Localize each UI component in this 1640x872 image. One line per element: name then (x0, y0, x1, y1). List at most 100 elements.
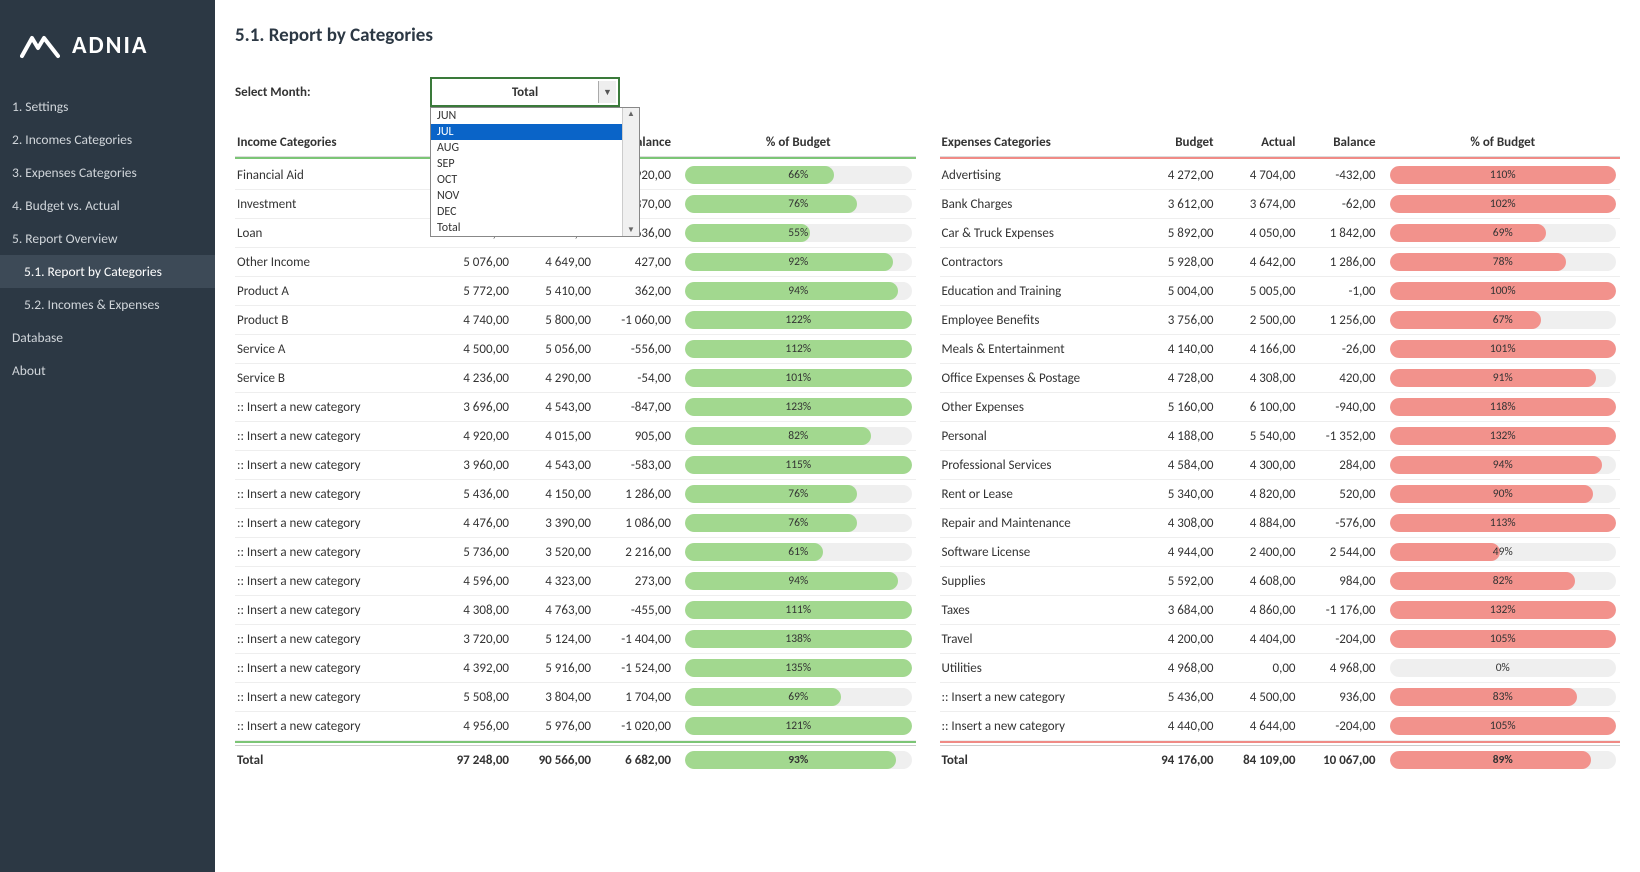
table-row: Taxes3 684,004 860,00-1 176,00132% (940, 596, 1621, 625)
progress-bar: 122% (685, 311, 912, 329)
cell-name: Service B (235, 371, 435, 386)
cell-budget: 4 476,00 (435, 516, 517, 531)
cell-budget: 3 696,00 (435, 400, 517, 415)
dropdown-option[interactable]: AUG (431, 140, 639, 156)
sidebar-item[interactable]: 1. Settings (0, 90, 215, 123)
progress-bar: 90% (1390, 485, 1617, 503)
sidebar-item[interactable]: 5. Report Overview (0, 222, 215, 255)
cell-balance: -576,00 (1304, 516, 1386, 531)
cell-balance: 362,00 (599, 284, 681, 299)
progress-bar: 55% (685, 224, 912, 242)
cell-budget: 4 200,00 (1140, 632, 1222, 647)
cell-actual: 4 166,00 (1222, 342, 1304, 357)
progress-bar: 138% (685, 630, 912, 648)
cell-actual: 2 500,00 (1222, 313, 1304, 328)
progress-bar: 82% (1390, 572, 1617, 590)
cell-name: Contractors (940, 255, 1140, 270)
progress-bar: 82% (685, 427, 912, 445)
cell-actual: 4 015,00 (517, 429, 599, 444)
col-pct: % of Budget (1386, 135, 1621, 150)
table-total-row: Total94 176,0084 109,0010 067,0089% (940, 745, 1621, 774)
dropdown-option[interactable]: JUN (431, 108, 639, 124)
cell-budget: 4 440,00 (1140, 719, 1222, 734)
sidebar-item[interactable]: 5.2. Incomes & Expenses (0, 288, 215, 321)
cell-actual: 0,00 (1222, 661, 1304, 676)
cell-balance: -940,00 (1304, 400, 1386, 415)
cell-name: :: Insert a new category (235, 516, 435, 531)
cell-actual: 4 644,00 (1222, 719, 1304, 734)
cell-balance: 6 682,00 (599, 753, 681, 768)
progress-bar: 66% (685, 166, 912, 184)
table-row: Software License4 944,002 400,002 544,00… (940, 538, 1621, 567)
cell-actual: 84 109,00 (1222, 753, 1304, 768)
cell-actual: 5 005,00 (1222, 284, 1304, 299)
cell-pct: 66% (681, 166, 916, 184)
progress-bar: 76% (685, 514, 912, 532)
cell-actual: 3 804,00 (517, 690, 599, 705)
dropdown-option[interactable]: SEP (431, 156, 639, 172)
dropdown-option[interactable]: OCT (431, 172, 639, 188)
cell-pct: 123% (681, 398, 916, 416)
cell-name: :: Insert a new category (235, 458, 435, 473)
cell-pct: 49% (1386, 543, 1621, 561)
sidebar-item[interactable]: About (0, 354, 215, 387)
cell-budget: 3 960,00 (435, 458, 517, 473)
dropdown-option[interactable]: Total (431, 220, 639, 236)
table-row: Repair and Maintenance4 308,004 884,00-5… (940, 509, 1621, 538)
chevron-down-icon[interactable]: ▼ (598, 81, 616, 103)
cell-balance: 1 704,00 (599, 690, 681, 705)
cell-balance: 427,00 (599, 255, 681, 270)
cell-name: Advertising (940, 168, 1140, 183)
cell-actual: 4 308,00 (1222, 371, 1304, 386)
dropdown-scrollbar[interactable] (622, 108, 639, 236)
cell-pct: 93% (681, 751, 916, 769)
cell-actual: 4 884,00 (1222, 516, 1304, 531)
table-row: Product A5 772,005 410,00362,0094% (235, 277, 916, 306)
sidebar-item[interactable]: 4. Budget vs. Actual (0, 189, 215, 222)
cell-name: :: Insert a new category (235, 429, 435, 444)
cell-pct: 110% (1386, 166, 1621, 184)
cell-actual: 4 300,00 (1222, 458, 1304, 473)
sidebar-item[interactable]: Database (0, 321, 215, 354)
table-row: :: Insert a new category3 696,004 543,00… (235, 393, 916, 422)
progress-bar: 92% (685, 253, 912, 271)
cell-pct: 135% (681, 659, 916, 677)
sidebar-item[interactable]: 2. Incomes Categories (0, 123, 215, 156)
cell-pct: 122% (681, 311, 916, 329)
cell-actual: 4 543,00 (517, 458, 599, 473)
cell-pct: 69% (681, 688, 916, 706)
cell-name: Other Income (235, 255, 435, 270)
cell-budget: 4 308,00 (1140, 516, 1222, 531)
sidebar-item[interactable]: 3. Expenses Categories (0, 156, 215, 189)
progress-bar: 112% (685, 340, 912, 358)
cell-balance: -1 404,00 (599, 632, 681, 647)
cell-balance: -54,00 (599, 371, 681, 386)
col-title: Expenses Categories (940, 135, 1140, 150)
cell-pct: 112% (681, 340, 916, 358)
cell-name: Financial Aid (235, 168, 435, 183)
month-select[interactable]: Total ▼ (430, 77, 620, 107)
progress-bar: 94% (685, 572, 912, 590)
cell-pct: 102% (1386, 195, 1621, 213)
cell-pct: 94% (1386, 456, 1621, 474)
cell-name: Rent or Lease (940, 487, 1140, 502)
cell-actual: 6 100,00 (1222, 400, 1304, 415)
dropdown-option[interactable]: JUL (431, 124, 639, 140)
cell-pct: 111% (681, 601, 916, 619)
sidebar: ADNIA 1. Settings2. Incomes Categories3.… (0, 0, 215, 872)
cell-actual: 3 520,00 (517, 545, 599, 560)
dropdown-option[interactable]: NOV (431, 188, 639, 204)
cell-pct: 55% (681, 224, 916, 242)
progress-bar: 110% (1390, 166, 1617, 184)
table-row: Bank Charges3 612,003 674,00-62,00102% (940, 190, 1621, 219)
month-dropdown[interactable]: JUNJULAUGSEPOCTNOVDECTotal (430, 107, 640, 237)
table-row: Car & Truck Expenses5 892,004 050,001 84… (940, 219, 1621, 248)
cell-balance: 520,00 (1304, 487, 1386, 502)
dropdown-option[interactable]: DEC (431, 204, 639, 220)
cell-actual: 4 150,00 (517, 487, 599, 502)
cell-balance: -62,00 (1304, 197, 1386, 212)
table-row: :: Insert a new category4 308,004 763,00… (235, 596, 916, 625)
sidebar-item[interactable]: 5.1. Report by Categories (0, 255, 215, 288)
progress-bar: 102% (1390, 195, 1617, 213)
table-row: Product B4 740,005 800,00-1 060,00122% (235, 306, 916, 335)
